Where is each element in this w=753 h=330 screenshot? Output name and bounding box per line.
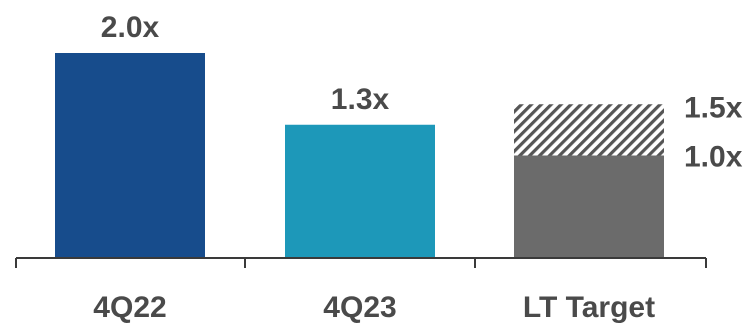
bar-4q22 bbox=[55, 53, 205, 258]
bar-4q23 bbox=[285, 124, 435, 258]
x-axis bbox=[15, 257, 707, 268]
data-label-4q22: 2.0x bbox=[101, 11, 160, 44]
tick-label-4q22: 4Q22 bbox=[93, 291, 166, 324]
tick-label-lt-target: LT Target bbox=[523, 291, 655, 324]
tick-label-4q23: 4Q23 bbox=[323, 291, 396, 324]
data-label-target-low: 1.0x bbox=[684, 141, 743, 174]
labels-layer: 2.0x 4Q22 1.3x 4Q23 LT Target 1.5x 1.0x bbox=[93, 11, 742, 324]
data-label-target-high: 1.5x bbox=[684, 91, 743, 124]
bars-layer bbox=[55, 53, 664, 258]
data-label-4q23: 1.3x bbox=[331, 83, 390, 116]
bar-lt-target-solid bbox=[514, 155, 664, 258]
bar-lt-target-hatched-range bbox=[514, 104, 664, 156]
